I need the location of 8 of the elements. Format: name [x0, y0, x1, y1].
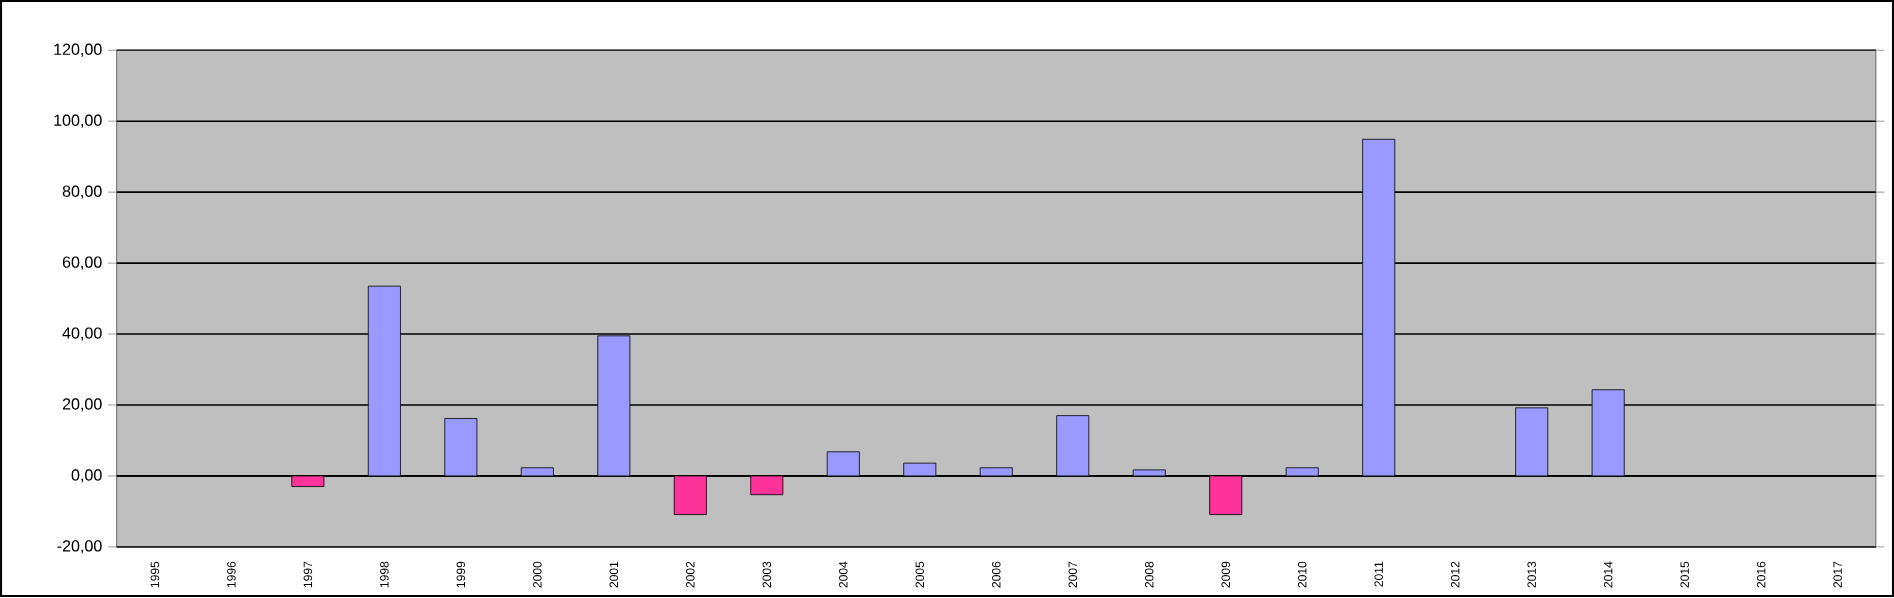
y-tick-label: 0,00	[71, 469, 102, 483]
y-tick-label: -20,00	[57, 540, 102, 554]
y-tick-label: 120,00	[54, 44, 102, 58]
y-tick-label: 60,00	[62, 256, 102, 271]
y-tick-label: 80,00	[62, 185, 102, 200]
y-tick-label: 20,00	[62, 398, 102, 413]
y-tick-label: 100,00	[54, 115, 102, 129]
y-tick-label: 40,00	[62, 327, 102, 342]
